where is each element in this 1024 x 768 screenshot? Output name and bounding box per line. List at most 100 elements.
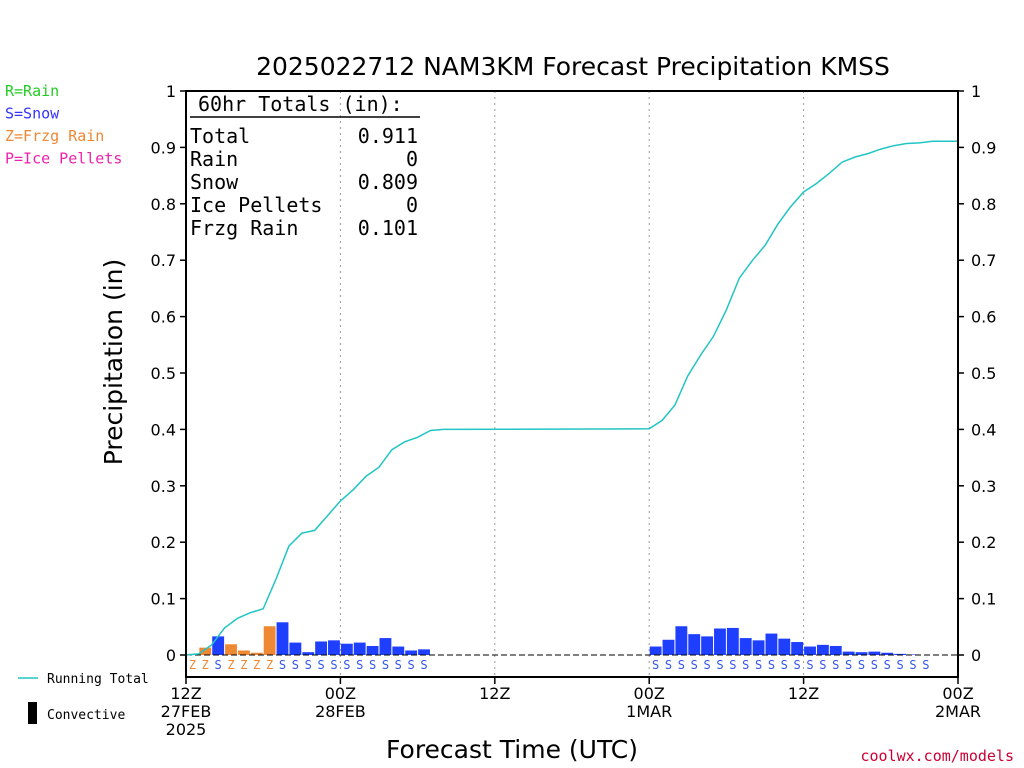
precip-bar (340, 643, 353, 655)
y-tick-label: 0 (166, 646, 176, 665)
precip-bar (289, 642, 302, 655)
ptype-marker: S (884, 658, 891, 672)
ptype-marker: Z (202, 658, 209, 672)
plot-frame (185, 90, 959, 678)
ptype-marker: S (305, 658, 312, 672)
precip-bar (726, 627, 739, 655)
x-tick-label: 2025 (166, 720, 207, 739)
x-tick-label: 12Z (479, 684, 510, 703)
x-tick-label: 1MAR (626, 702, 672, 721)
precip-bar (688, 634, 701, 655)
ptype-marker: Z (266, 658, 273, 672)
precip-bar (315, 641, 328, 655)
precip-bar (237, 650, 250, 655)
chart-title: 2025022712 NAM3KM Forecast Precipitation… (256, 52, 890, 81)
ptype-marker: S (871, 658, 878, 672)
x-tick-label: 12Z (788, 684, 819, 703)
ptype-marker: Z (227, 658, 234, 672)
ptype-legend-item: Z=Frzg Rain (5, 127, 104, 145)
ptype-marker: S (665, 658, 672, 672)
y-axis-label: Precipitation (in) (99, 259, 128, 466)
ptype-marker: S (408, 658, 415, 672)
totals-label: Rain (190, 147, 238, 171)
totals-label: Frzg Rain (190, 216, 298, 240)
y-tick-label: 1 (166, 82, 176, 101)
precip-bar (714, 628, 726, 655)
precip-bar (250, 652, 263, 655)
ptype-marker: Z (240, 658, 247, 672)
y-tick-label: 0.2 (151, 533, 176, 552)
precip-bar (739, 638, 752, 655)
ptype-marker: S (369, 658, 376, 672)
y-tick-label: 1 (971, 82, 981, 101)
precip-bar (804, 646, 816, 655)
y-tick-label: 0.1 (151, 590, 176, 609)
y-tick-label: 0.7 (971, 251, 996, 270)
x-tick-label: 00Z (942, 684, 973, 703)
y-ticks: 0 0 0.1 0.1 0.2 0.2 0.3 0.3 0.4 0.4 0.5 0.5 0.6 0.6 0.… (151, 82, 997, 665)
ptype-marker: S (922, 658, 929, 672)
totals-value: 0 (406, 147, 418, 171)
precip-bar (276, 622, 289, 655)
totals-value: 0.911 (358, 124, 418, 148)
ptype-marker: S (845, 658, 852, 672)
x-tick-label: 12Z (170, 684, 201, 703)
x-tick-label: 2MAR (935, 702, 981, 721)
y-tick-label: 0.3 (151, 477, 176, 496)
totals-label: Total (190, 124, 250, 148)
y-tick-label: 0.1 (971, 590, 996, 609)
y-tick-label: 0.6 (151, 308, 176, 327)
precip-bar (418, 649, 430, 655)
y-tick-label: 0.4 (971, 420, 996, 439)
totals-box: 60hr Totals (in): Total 0.911 Rain 0 Snow 0.80… (190, 92, 420, 240)
y-tick-label: 0.9 (151, 138, 176, 157)
precip-bar (328, 640, 340, 655)
ptype-marker: S (420, 658, 427, 672)
ptype-marker: S (729, 658, 736, 672)
ptype-marker: S (703, 658, 710, 672)
ptype-marker: S (781, 658, 788, 672)
precip-bar (649, 646, 662, 655)
x-tick-label: 00Z (634, 684, 665, 703)
y-tick-label: 0.8 (971, 195, 996, 214)
precip-bar (379, 638, 392, 655)
bars-group (186, 622, 919, 655)
totals-value: 0.809 (358, 170, 418, 194)
precip-bar (842, 651, 855, 655)
running-total-line (185, 140, 958, 656)
ptype-marker: S (858, 658, 865, 672)
ptype-marker: S (215, 658, 222, 672)
ptype-marker: S (768, 658, 775, 672)
ptype-marker: S (292, 658, 299, 672)
precip-bar (881, 652, 894, 655)
ptype-marker: S (806, 658, 813, 672)
precip-bar (263, 626, 276, 655)
ptype-marker: S (279, 658, 286, 672)
ptype-marker: S (742, 658, 749, 672)
precip-bar (392, 646, 405, 655)
ptype-legend-item: R=Rain (5, 82, 59, 100)
ptype-marker: S (356, 658, 363, 672)
precip-bar (662, 639, 675, 655)
totals-label: Ice Pellets (190, 193, 322, 217)
ptype-marker: S (317, 658, 324, 672)
grid-lines (339, 91, 805, 677)
x-tick-label: 28FEB (315, 702, 366, 721)
precip-bar (907, 654, 919, 655)
y-tick-label: 0.9 (971, 138, 996, 157)
precip-bar (225, 644, 237, 655)
y-tick-label: 0.5 (971, 364, 996, 383)
y-tick-label: 0.4 (151, 420, 176, 439)
ptype-marker: S (691, 658, 698, 672)
y-tick-label: 0.8 (151, 195, 176, 214)
y-tick-label: 0.3 (971, 477, 996, 496)
ptype-marker: S (678, 658, 685, 672)
precip-bar (894, 653, 907, 655)
ptype-legend-item: P=Ice Pellets (5, 150, 122, 168)
precip-bar (675, 626, 688, 655)
y-tick-label: 0.5 (151, 364, 176, 383)
precip-bar (199, 647, 212, 655)
bottom-legend-label: Running Total (47, 672, 149, 687)
